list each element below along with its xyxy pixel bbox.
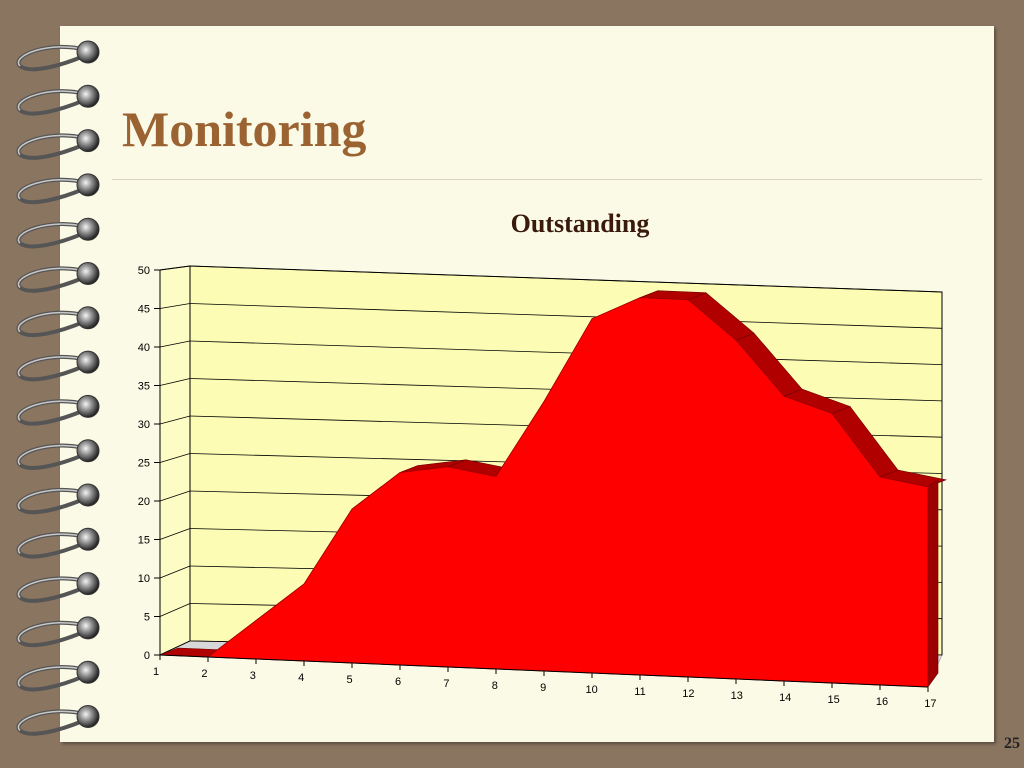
y-tick-label: 30 — [138, 419, 150, 431]
gridline — [189, 265, 943, 293]
y-tick-label: 0 — [144, 650, 150, 662]
gridline-side — [159, 603, 191, 617]
gridline — [189, 340, 943, 365]
binding-ring — [16, 394, 100, 426]
y-tick-label: 15 — [138, 535, 150, 547]
x-tick-label: 2 — [201, 668, 207, 680]
x-tick-label: 8 — [492, 680, 498, 692]
binding-ring — [16, 439, 100, 470]
y-tick-label: 40 — [138, 342, 150, 354]
x-tick-label: 3 — [250, 670, 256, 682]
x-tick-label: 10 — [585, 684, 597, 696]
binding-ring — [16, 527, 100, 559]
x-tick-label: 16 — [876, 696, 888, 708]
gridline-side — [159, 265, 191, 271]
binding-ring — [16, 660, 100, 692]
x-tick-label: 1 — [153, 666, 159, 678]
y-tick-label: 45 — [138, 304, 150, 316]
binding-ring — [16, 350, 100, 382]
spiral-binding — [16, 40, 100, 736]
gridline-side — [159, 490, 191, 502]
binding-ring — [16, 217, 100, 249]
binding-ring — [16, 616, 100, 648]
x-tick-label: 17 — [924, 698, 936, 710]
x-tick-label: 9 — [540, 682, 546, 694]
x-tick-label: 5 — [347, 674, 353, 686]
binding-ring — [16, 262, 100, 293]
y-tick-label: 35 — [138, 381, 150, 393]
gridline — [189, 303, 943, 329]
gridline-side — [159, 415, 191, 425]
x-tick-label: 11 — [634, 686, 645, 698]
plot-side-wall — [159, 265, 191, 656]
x-tick-label: 14 — [779, 692, 791, 704]
gridline-side — [159, 453, 191, 463]
binding-ring — [16, 40, 100, 72]
binding-ring — [16, 84, 100, 116]
gridline-side — [159, 528, 191, 540]
x-tick-label: 12 — [682, 688, 694, 700]
gridline-side — [159, 378, 191, 386]
y-tick-label: 20 — [138, 496, 150, 508]
gridline-side — [159, 640, 191, 656]
y-tick-label: 25 — [138, 458, 150, 470]
slide-title: Monitoring — [122, 101, 367, 157]
chart-title: Outstanding — [511, 209, 650, 238]
page-number: 25 — [1004, 736, 1020, 752]
gridline-side — [159, 303, 191, 309]
gridline-side — [159, 565, 191, 579]
binding-ring — [16, 306, 100, 337]
binding-ring — [16, 572, 100, 603]
gridline-side — [159, 340, 191, 348]
y-tick-label: 50 — [138, 265, 150, 277]
x-tick-label: 4 — [298, 672, 304, 684]
x-tick-label: 6 — [395, 676, 401, 688]
binding-ring — [16, 705, 100, 736]
y-tick-label: 5 — [144, 612, 150, 624]
x-tick-label: 7 — [443, 678, 449, 690]
binding-ring — [16, 129, 100, 160]
area-series — [159, 297, 929, 688]
x-tick-label: 15 — [827, 694, 839, 706]
area-end-face — [927, 479, 939, 688]
x-tick-label: 13 — [731, 690, 743, 702]
binding-ring — [16, 483, 100, 515]
binding-ring — [16, 173, 100, 205]
y-tick-label: 10 — [138, 573, 150, 585]
title-divider — [112, 179, 982, 180]
